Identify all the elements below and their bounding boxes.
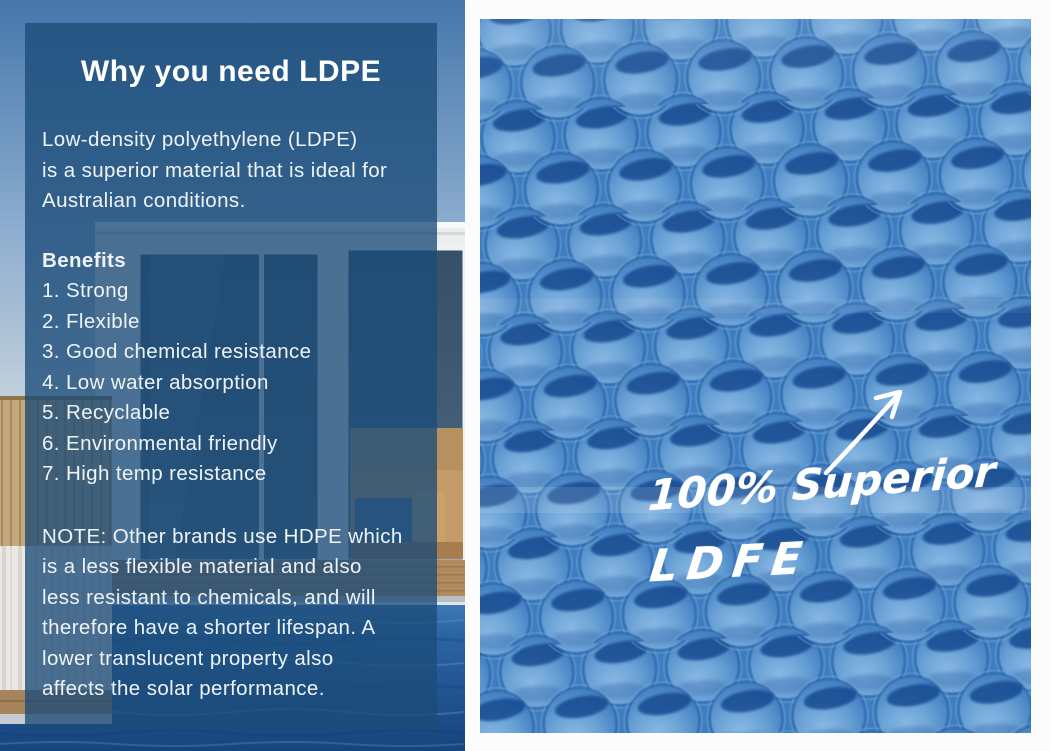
bubble-cover-photo: 100% Superior LDFE	[480, 19, 1031, 733]
curved-arrow-icon	[823, 389, 903, 476]
benefit-item: 7. High temp resistance	[42, 462, 267, 485]
benefit-item: 6. Environmental friendly	[42, 431, 278, 455]
info-panel: Why you need LDPE Low-density polyethyle…	[25, 23, 437, 730]
panel-title: Why you need LDPE	[80, 55, 382, 88]
benefits-list: 1. Strong 2. Flexible 3. Good chemical r…	[42, 276, 420, 490]
caption-line-2: LDFE	[646, 532, 814, 593]
note-text: NOTE: Other brands use HDPE which is a l…	[42, 524, 403, 701]
bubble-texture-graphic	[480, 19, 1031, 733]
benefit-item: 1. Strong	[42, 279, 129, 302]
benefit-item: 3. Good chemical resistance	[42, 340, 312, 363]
benefit-item: 5. Recyclable	[42, 401, 171, 424]
pool-house-photo: Why you need LDPE Low-density polyethyle…	[0, 0, 465, 751]
benefits-heading: Benefits	[42, 248, 127, 272]
benefit-item: 4. Low water absorption	[42, 370, 269, 394]
benefit-item: 2. Flexible	[42, 309, 140, 333]
intro-text: Low-density polyethylene (LDPE) is a sup…	[42, 128, 388, 212]
